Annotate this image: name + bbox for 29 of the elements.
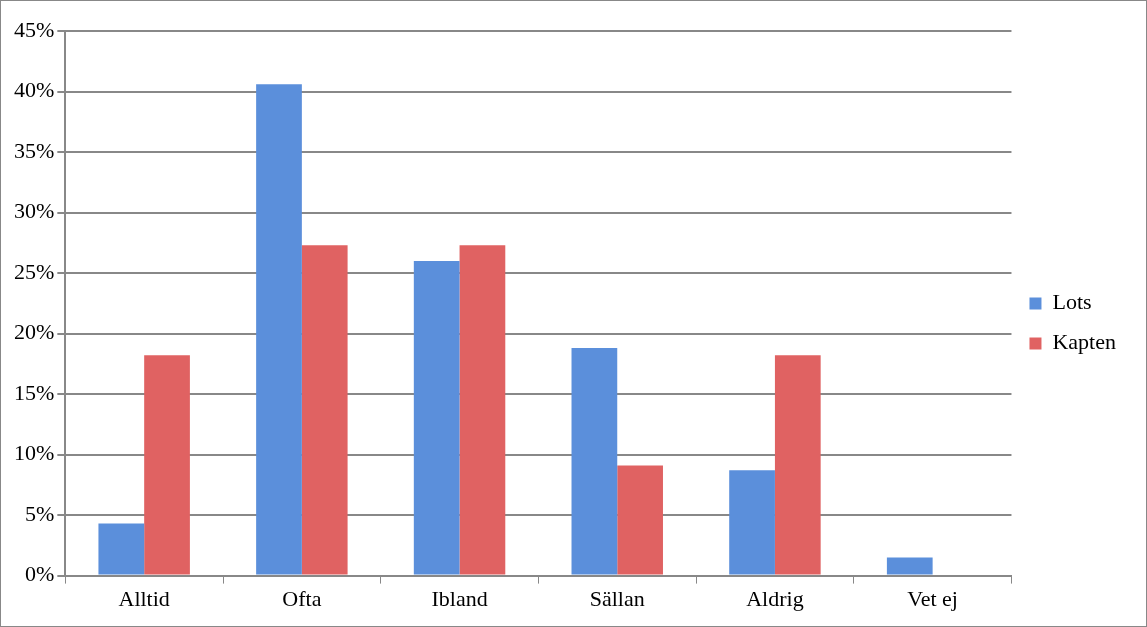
x-tick-label: Sällan xyxy=(589,585,645,611)
y-tick-label: 10% xyxy=(14,440,55,466)
y-tick-label: 45% xyxy=(14,16,55,42)
bar xyxy=(98,523,145,575)
y-tick-label: 0% xyxy=(25,561,55,587)
y-tick-label: 15% xyxy=(14,379,55,405)
x-tick-label: Vet ej xyxy=(907,585,958,611)
bar xyxy=(413,260,460,575)
bar xyxy=(459,245,506,575)
bar xyxy=(571,348,618,575)
x-tick-label: Ofta xyxy=(282,585,322,611)
x-tick-label: Aldrig xyxy=(746,585,804,611)
y-tick-label: 25% xyxy=(14,258,55,284)
bar xyxy=(617,465,663,575)
y-tick-label: 30% xyxy=(14,198,55,224)
bar xyxy=(774,355,821,575)
legend-label: Kapten xyxy=(1052,329,1116,355)
bar xyxy=(144,355,190,575)
bar xyxy=(886,557,933,575)
y-tick-label: 40% xyxy=(14,77,55,103)
y-tick-label: 5% xyxy=(25,500,55,526)
legend-label: Lots xyxy=(1052,289,1092,315)
bar xyxy=(301,245,348,575)
y-tick-label: 20% xyxy=(14,319,55,345)
x-tick-label: Alltid xyxy=(118,585,170,611)
bar xyxy=(256,84,302,575)
x-tick-label: Ibland xyxy=(431,585,488,611)
bar xyxy=(729,470,775,575)
y-tick-label: 35% xyxy=(14,137,55,163)
